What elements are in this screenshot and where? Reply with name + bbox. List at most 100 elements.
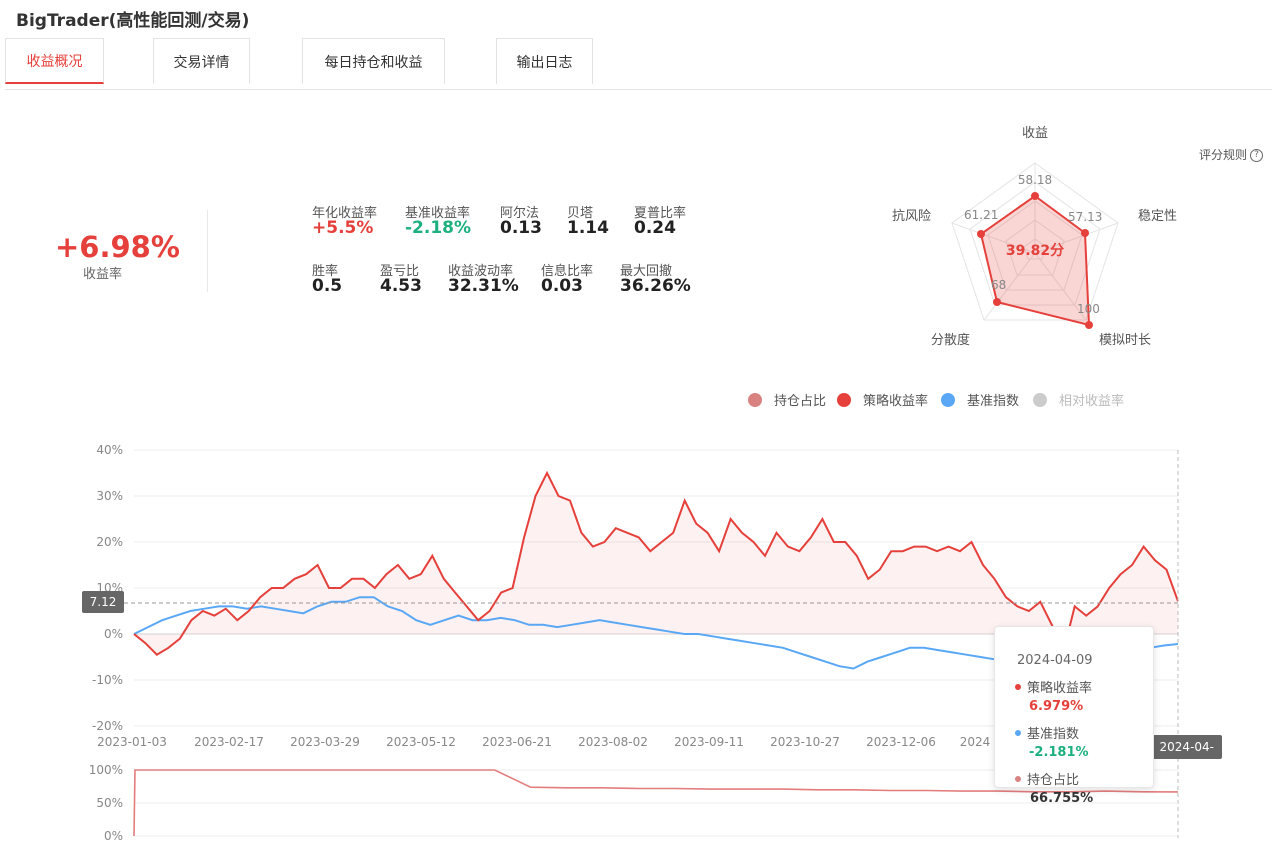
radar-axis-diversity: 分散度 — [931, 332, 970, 348]
tab-trade-details[interactable]: 交易详情 — [153, 38, 250, 84]
x-tick-label: 2023-01-03 — [97, 735, 167, 749]
metric-value-info-ratio: 0.03 — [541, 276, 583, 296]
tooltip-row-strategy: 策略收益率 — [1015, 677, 1092, 696]
radar-value-duration: 100 — [1077, 302, 1100, 316]
radar-total-score: 39.82分 — [1006, 243, 1064, 259]
radar-axis-risk: 抗风险 — [892, 209, 931, 224]
metric-value-annual-return: +5.5% — [312, 218, 374, 238]
score-radar-chart: 收益 稳定性 模拟时长 分散度 抗风险 58.18 57.13 100 68 6… — [892, 126, 1177, 348]
tab-output-log[interactable]: 输出日志 — [496, 38, 593, 84]
radar-grid — [951, 162, 1119, 321]
y-tick-label: -20% — [92, 719, 123, 733]
tooltip-row-position: 持仓占比 — [1015, 769, 1079, 788]
tab-overview[interactable]: 收益概况 — [5, 38, 104, 84]
y-tick-label: 20% — [96, 535, 123, 549]
metric-label-annual-return: 年化收益率 — [312, 206, 378, 221]
y-tick-label: 0% — [104, 627, 123, 641]
x-tick-label: 2023-06-21 — [482, 735, 552, 749]
radar-value-diversity: 68 — [991, 278, 1006, 292]
metric-label-info-ratio: 信息比率 — [541, 264, 594, 279]
score-rule-label: 评分规则 — [1199, 148, 1248, 162]
legend-benchmark[interactable]: 基准指数 — [941, 390, 1019, 409]
metric-label-benchmark-return: 基准收益率 — [405, 206, 471, 221]
y-axis-labels: 40%30%20%10%0%-10%-20% — [92, 443, 123, 733]
metric-value-benchmark-return: -2.18% — [405, 218, 472, 238]
metric-label-max-drawdown: 最大回撤 — [620, 264, 673, 279]
tooltip-item-name: 持仓占比 — [1027, 773, 1080, 788]
x-tick-label: 2023-03-29 — [290, 735, 360, 749]
radar-value-stability: 57.13 — [1068, 210, 1102, 224]
returns-chart[interactable]: 40%30%20%10%0%-10%-20% 2023-01-03 2023-02… — [0, 430, 1272, 843]
metric-label-beta: 贝塔 — [567, 206, 594, 221]
radar-value-risk: 61.21 — [964, 208, 998, 222]
help-icon: ? — [1250, 149, 1264, 162]
metric-label-volatility: 收益波动率 — [448, 264, 514, 279]
x-tick-label: 2023-10-27 — [770, 735, 840, 749]
radar-point-duration — [1085, 321, 1093, 329]
app-title: BigTrader(高性能回测/交易) — [16, 11, 250, 31]
position-line — [133, 769, 1179, 837]
tooltip-value-position: 66.755% — [1030, 791, 1094, 806]
y-tick-label: -10% — [92, 673, 123, 687]
score-rule-link[interactable]: 评分规则? — [1199, 146, 1264, 163]
summary-divider — [207, 210, 208, 292]
legend-dot-icon — [1033, 392, 1047, 407]
legend-label: 相对收益率 — [1059, 394, 1125, 409]
legend-dot-icon — [941, 392, 955, 407]
legend-position-ratio[interactable]: 持仓占比 — [748, 390, 826, 409]
position-y-tick-label: 0% — [104, 829, 123, 843]
legend-dot-icon — [748, 392, 762, 407]
metric-value-alpha: 0.13 — [500, 218, 542, 238]
radar-value-return: 58.18 — [1018, 173, 1052, 187]
x-tick-label: 2023-05-12 — [386, 735, 456, 749]
legend-strategy-return[interactable]: 策略收益率 — [837, 390, 928, 409]
tab-daily-positions[interactable]: 每日持仓和收益 — [302, 38, 445, 84]
crosshair-x-label: 2024-04-09 — [1153, 735, 1222, 759]
legend-label: 持仓占比 — [774, 394, 827, 409]
x-tick-label: 2023-08-02 — [578, 735, 648, 749]
x-tick-label: 2023-12-06 — [866, 735, 936, 749]
tooltip-dot-icon — [1015, 775, 1021, 782]
y-tick-label: 40% — [96, 443, 123, 457]
radar-axis-stability: 稳定性 — [1138, 208, 1177, 224]
metric-value-max-drawdown: 36.26% — [620, 276, 691, 296]
metric-label-win-rate: 胜率 — [312, 264, 339, 279]
x-tick-label: 2023-02-17 — [194, 735, 264, 749]
tooltip-item-name: 基准指数 — [1027, 727, 1080, 742]
radar-point-risk — [977, 230, 985, 238]
metric-label-sharpe: 夏普比率 — [634, 206, 687, 221]
crosshair-y-label: 7.12 — [82, 591, 124, 613]
radar-point-stability — [1081, 229, 1089, 237]
position-y-tick-label: 50% — [96, 796, 123, 810]
legend-label: 策略收益率 — [863, 394, 929, 409]
radar-point-return — [1031, 192, 1039, 200]
x-axis-labels: 2023-01-03 2023-02-17 2023-03-29 2023-05-12… — [97, 735, 990, 749]
metric-label-profit-loss: 盈亏比 — [380, 264, 420, 279]
y-tick-label: 30% — [96, 489, 123, 503]
total-return-value: +6.98% — [55, 230, 180, 264]
radar-point-diversity — [993, 298, 1001, 306]
chart-grid — [134, 449, 1178, 727]
tab-divider — [5, 89, 1272, 90]
chart-tooltip: 2024-04-09 策略收益率 6.979% 基准指数 -2.181% 持仓占… — [994, 626, 1154, 788]
x-tick-label: 2024 — [960, 735, 991, 749]
radar-axis-duration: 模拟时长 — [1099, 333, 1151, 348]
position-y-axis-labels: 100% 50% 0% — [89, 763, 123, 843]
tooltip-dot-icon — [1015, 729, 1021, 736]
legend-relative-return[interactable]: 相对收益率 — [1033, 390, 1124, 409]
metric-value-volatility: 32.31% — [448, 276, 519, 296]
legend-label: 基准指数 — [967, 394, 1020, 409]
position-y-tick-label: 100% — [89, 763, 123, 777]
metric-value-sharpe: 0.24 — [634, 218, 676, 238]
strategy-line — [133, 470, 1179, 656]
tooltip-value-strategy: 6.979% — [1029, 699, 1084, 714]
x-tick-label: 2023-09-11 — [674, 735, 744, 749]
tooltip-value-benchmark: -2.181% — [1029, 745, 1089, 760]
metric-value-beta: 1.14 — [567, 218, 609, 238]
legend-dot-icon — [837, 392, 851, 407]
radar-score-area — [979, 194, 1091, 327]
metric-value-profit-loss: 4.53 — [380, 276, 422, 296]
tooltip-row-benchmark: 基准指数 — [1015, 723, 1079, 742]
tooltip-dot-icon — [1015, 683, 1021, 690]
metric-value-win-rate: 0.5 — [312, 276, 343, 296]
